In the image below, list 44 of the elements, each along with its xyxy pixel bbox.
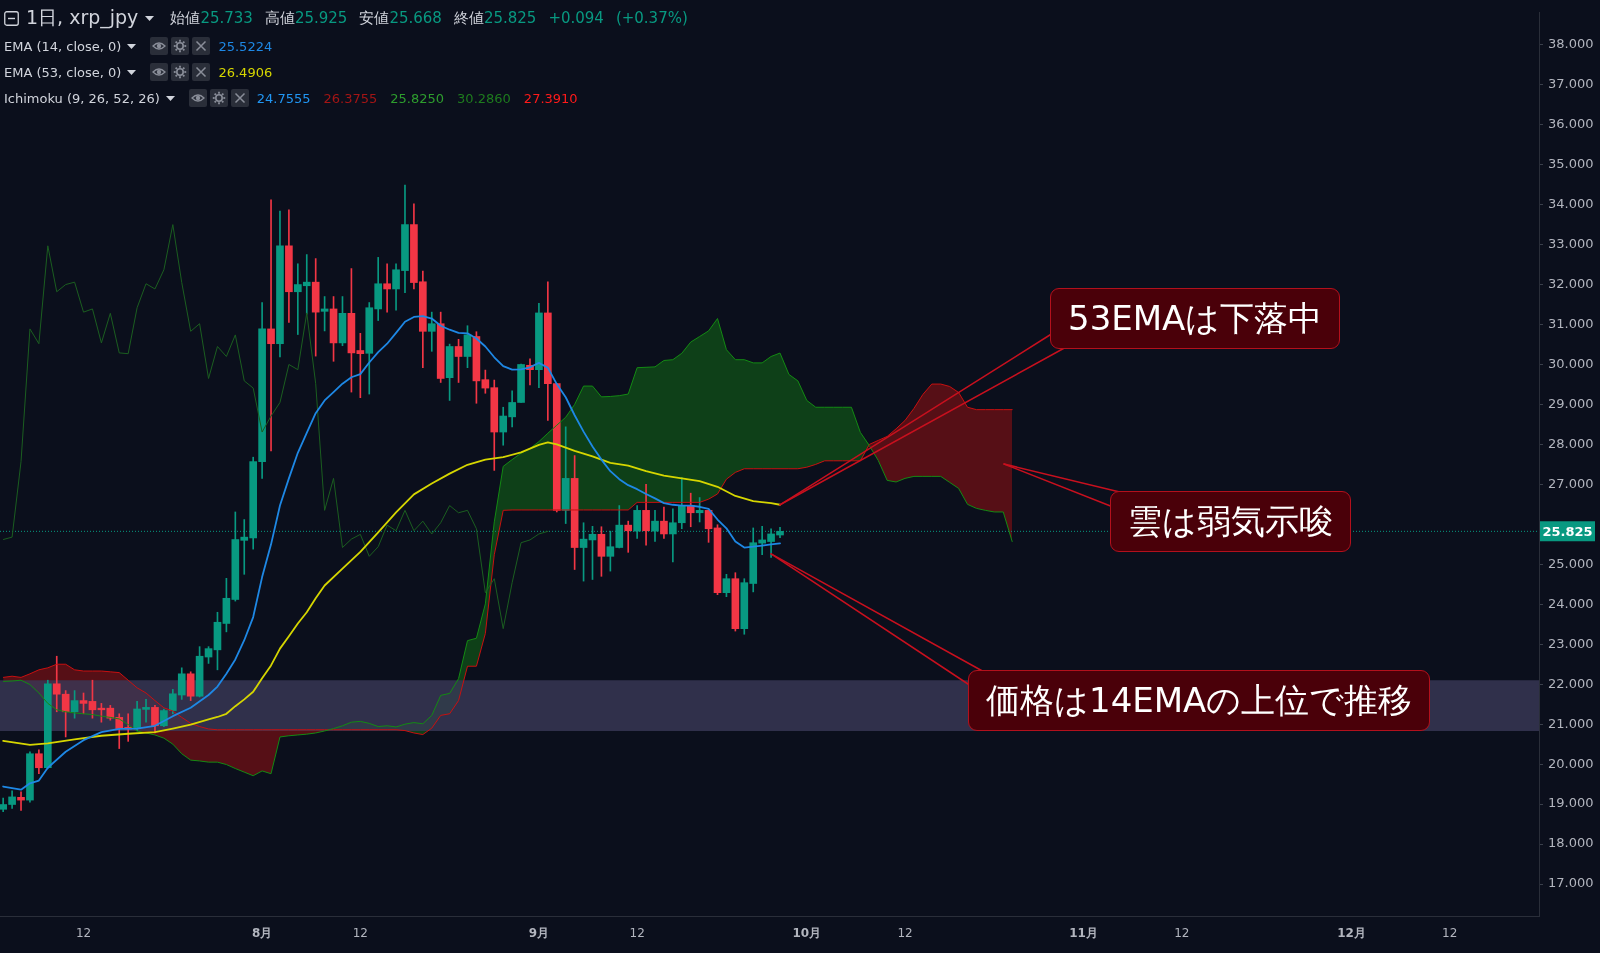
text: EMA (14, close, 0) 25.5224 <box>4 38 273 54</box>
x-tick-label: 12 <box>897 926 913 941</box>
annotation: 価格は14EMAの上位で推移 <box>986 680 1413 720</box>
x-tick-label: 10月 <box>792 926 822 941</box>
callout-bubble: 53EMAは下落中 <box>1050 288 1341 349</box>
y-tick-label: 25.000 <box>1548 555 1594 571</box>
y-tick-label: 23.000 <box>1548 635 1594 651</box>
y-tick-label: 22.000 <box>1548 675 1594 691</box>
annotation: 雲は弱気示唆 <box>1128 501 1333 541</box>
x-tick-label: 12月 <box>1337 926 1366 941</box>
y-tick-label: 33.000 <box>1548 235 1594 251</box>
y-tick-label: 28.000 <box>1548 435 1594 451</box>
x-tick-label: 9月 <box>528 926 550 941</box>
y-tick-label: 31.000 <box>1548 315 1594 331</box>
y-tick-label: 21.000 <box>1548 715 1594 731</box>
callout-bubble: 雲は弱気示唆 <box>1110 491 1351 552</box>
callout-bubble: 価格は14EMAの上位で推移 <box>968 670 1431 731</box>
y-tick-label: 36.000 <box>1548 116 1594 132</box>
x-tick-label: 11月 <box>1069 926 1098 941</box>
ref-line-label: 25.825 <box>1542 523 1593 539</box>
x-tick-label: 12 <box>352 926 368 941</box>
x-tick-label: 8月 <box>251 926 273 941</box>
y-tick-label: 34.000 <box>1548 196 1594 212</box>
y-tick-label: 19.000 <box>1548 795 1594 811</box>
y-tick-label: 27.000 <box>1548 475 1594 491</box>
x-tick-label: 12 <box>1174 926 1190 941</box>
text: Ichimoku (9, 26, 52, 26) 24.7555 26.3755 25.8250 30.2860 27.3910 <box>4 90 578 106</box>
y-tick-label: 35.000 <box>1548 156 1594 172</box>
x-tick-label: 12 <box>75 926 92 941</box>
y-tick-label: 38.000 <box>1548 36 1594 52</box>
y-tick-label: 30.000 <box>1548 355 1594 371</box>
annotation: 53EMAは下落中 <box>1068 298 1323 338</box>
text: EMA (53, close, 0) 26.4906 <box>4 64 273 80</box>
y-tick-label: 29.000 <box>1548 395 1594 411</box>
text: 始値25.733 高値25.925 安値25.668 終値25.825 +0.094 (+0.37%) <box>170 8 688 27</box>
chart-title: 1日, xrp_jpy <box>26 5 139 31</box>
y-tick-label: 18.000 <box>1548 835 1594 851</box>
y-tick-label: 24.000 <box>1548 595 1594 611</box>
x-tick-label: 12 <box>1442 926 1458 941</box>
x-tick-label: 12 <box>629 926 645 941</box>
y-tick-label: 20.000 <box>1548 755 1594 771</box>
y-tick-label: 37.000 <box>1548 76 1594 92</box>
y-tick-label: 32.000 <box>1548 275 1594 291</box>
y-tick-label: 17.000 <box>1548 875 1594 891</box>
